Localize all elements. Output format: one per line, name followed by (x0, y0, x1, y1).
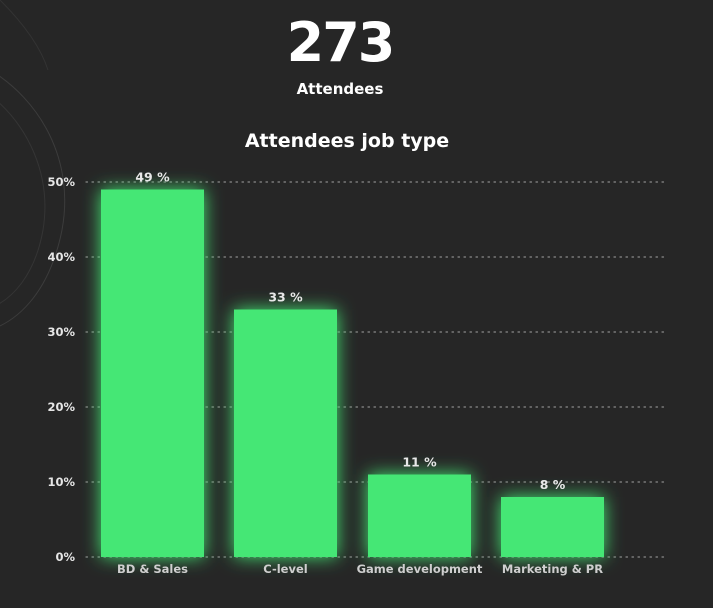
chart-title: Attendees job type (244, 130, 450, 152)
bars (101, 189, 604, 557)
y-tick-label: 30% (47, 325, 75, 339)
y-tick-label: 50% (47, 175, 75, 189)
bar (234, 309, 337, 557)
bar (368, 474, 471, 557)
x-tick-label: Game development (357, 562, 483, 576)
data-labels: 49 % 33 % 11 % 8 % (135, 170, 565, 493)
bar (501, 497, 604, 557)
x-axis-ticks: BD & Sales C-level Game development Marketi… (117, 562, 603, 576)
bar-value-label: 33 % (268, 290, 303, 305)
attendee-count-label: Attendees (296, 80, 384, 98)
bar-value-label: 8 % (540, 477, 566, 492)
y-tick-label: 40% (47, 250, 75, 264)
x-tick-label: Marketing & PR (502, 562, 603, 576)
y-tick-label: 0% (55, 550, 75, 564)
attendee-count: 273 (286, 11, 396, 74)
x-tick-label: C-level (263, 562, 307, 576)
x-tick-label: BD & Sales (117, 562, 188, 576)
bar-value-label: 11 % (402, 455, 437, 470)
bar-value-label: 49 % (135, 170, 170, 185)
y-tick-label: 10% (47, 475, 75, 489)
bar (101, 189, 204, 557)
y-axis-ticks: 0% 10% 20% 30% 40% 50% (47, 175, 75, 564)
background-swirl-decoration (0, 0, 66, 327)
y-tick-label: 20% (47, 400, 75, 414)
